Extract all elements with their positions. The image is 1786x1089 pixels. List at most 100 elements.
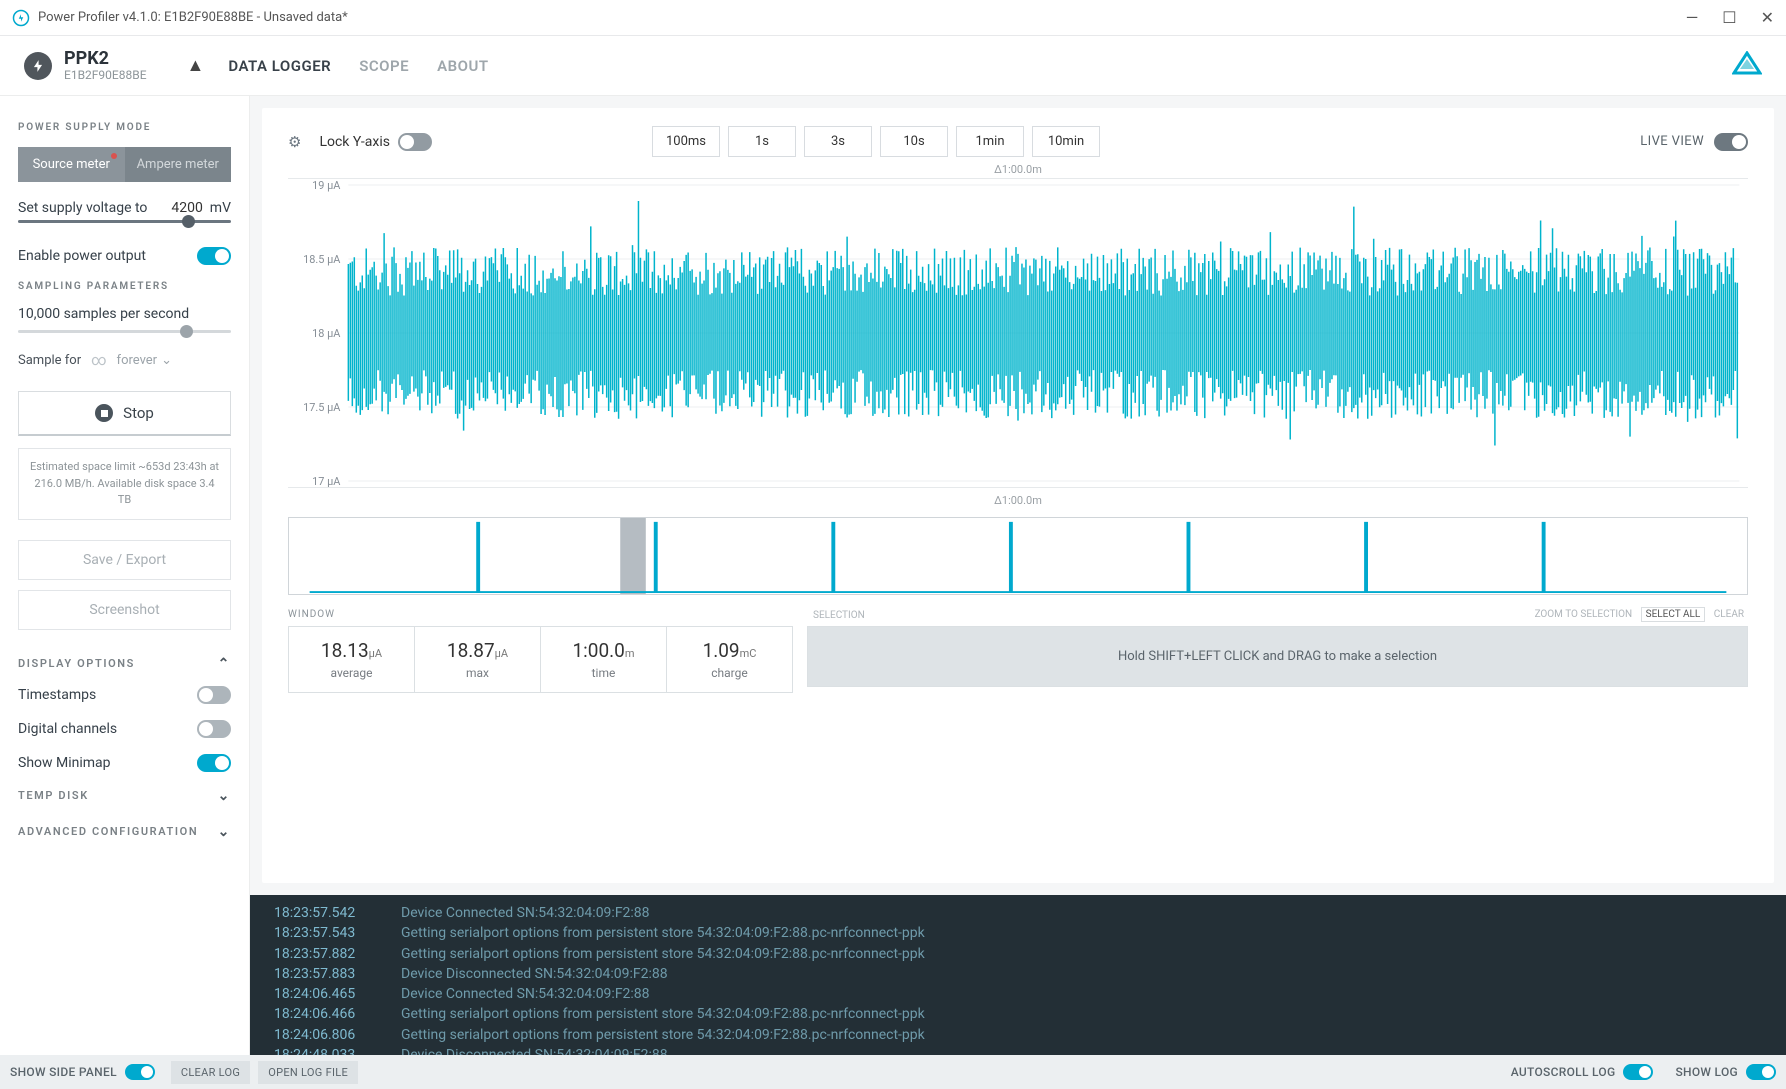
digital-toggle[interactable] (197, 720, 231, 738)
minimap-chart[interactable] (288, 517, 1748, 595)
stop-icon (95, 404, 113, 422)
advanced-config-header[interactable]: ADVANCED CONFIGURATION⌄ (18, 824, 231, 840)
svg-text:19 µA: 19 µA (312, 179, 340, 192)
clear-selection-button[interactable]: CLEAR (1710, 608, 1748, 621)
log-line: 18:24:06.806Getting serialport options f… (274, 1025, 1762, 1045)
svg-text:17 µA: 17 µA (312, 475, 340, 488)
time-button-10min[interactable]: 10min (1032, 126, 1100, 157)
minimize-icon[interactable]: — (1686, 8, 1699, 27)
tab-about[interactable]: ABOUT (437, 57, 488, 75)
log-line: 18:23:57.543Getting serialport options f… (274, 923, 1762, 943)
ampere-meter-button[interactable]: Ampere meter (125, 147, 232, 182)
minimap-toggle[interactable] (197, 754, 231, 772)
selection-title: SELECTION (809, 609, 869, 622)
time-button-100ms[interactable]: 100ms (652, 126, 720, 157)
log-panel: 18:23:57.542Device Connected SN:54:32:04… (250, 895, 1786, 1055)
temp-disk-header[interactable]: TEMP DISK⌄ (18, 788, 231, 804)
chevron-down-icon: ⌄ (218, 788, 231, 804)
log-line: 18:23:57.542Device Connected SN:54:32:04… (274, 903, 1762, 923)
log-line: 18:24:48.033Device Disconnected SN:54:32… (274, 1045, 1762, 1055)
stat-average: 18.13µAaverage (289, 627, 415, 692)
svg-text:18 µA: 18 µA (312, 327, 340, 340)
time-button-1s[interactable]: 1s (728, 126, 796, 157)
autoscroll-label: AUTOSCROLL LOG (1511, 1065, 1616, 1079)
sampling-title: SAMPLING PARAMETERS (18, 281, 231, 292)
digital-label: Digital channels (18, 721, 117, 737)
device-id: E1B2F90E88BE (64, 68, 147, 82)
voltage-unit: mV (210, 200, 231, 216)
device-info: PPK2 E1B2F90E88BE (64, 49, 147, 83)
gear-icon[interactable]: ⚙ (288, 133, 301, 151)
svg-text:18.5 µA: 18.5 µA (303, 253, 340, 266)
close-icon[interactable]: ✕ (1761, 8, 1774, 27)
log-line: 18:24:06.465Device Connected SN:54:32:04… (274, 984, 1762, 1004)
autoscroll-toggle[interactable] (1623, 1064, 1653, 1080)
tabs: DATA LOGGER SCOPE ABOUT (228, 57, 488, 75)
chevron-down-icon: ⌄ (161, 353, 172, 368)
enable-power-label: Enable power output (18, 248, 146, 264)
voltage-value: 4200 (171, 200, 202, 216)
lock-y-label: Lock Y-axis (319, 134, 390, 150)
lock-y-toggle[interactable] (398, 133, 432, 151)
time-button-1min[interactable]: 1min (956, 126, 1024, 157)
sample-for-dropdown[interactable]: forever ⌄ (117, 353, 172, 368)
log-line: 18:23:57.882Getting serialport options f… (274, 944, 1762, 964)
timestamps-toggle[interactable] (197, 686, 231, 704)
log-line: 18:24:06.466Getting serialport options f… (274, 1004, 1762, 1024)
main-chart[interactable]: 19 µA 18.5 µA 18 µA 17.5 µA 17 µA (288, 178, 1748, 488)
show-log-label: SHOW LOG (1675, 1065, 1738, 1079)
window-title: Power Profiler v4.1.0: E1B2F90E88BE - Un… (38, 10, 1686, 25)
stop-label: Stop (123, 404, 154, 422)
source-meter-button[interactable]: Source meter (18, 147, 125, 182)
titlebar: Power Profiler v4.1.0: E1B2F90E88BE - Un… (0, 0, 1786, 36)
stop-button[interactable]: Stop (18, 391, 231, 436)
log-line: 18:23:57.883Device Disconnected SN:54:32… (274, 964, 1762, 984)
display-options-header[interactable]: DISPLAY OPTIONS⌃ (18, 656, 231, 672)
tab-data-logger[interactable]: DATA LOGGER (228, 57, 331, 75)
zoom-selection-button[interactable]: ZOOM TO SELECTION (1531, 608, 1637, 621)
device-name: PPK2 (64, 49, 147, 69)
sidebar: POWER SUPPLY MODE Source meter Ampere me… (0, 96, 250, 1055)
screenshot-button[interactable]: Screenshot (18, 590, 231, 630)
power-mode-title: POWER SUPPLY MODE (18, 122, 231, 133)
minimap-delta: Δ1:00.0m (288, 494, 1748, 507)
selection-hint: Hold SHIFT+LEFT CLICK and DRAG to make a… (807, 626, 1748, 687)
stat-max: 18.87µAmax (415, 627, 541, 692)
side-panel-toggle[interactable] (125, 1064, 155, 1080)
timestamps-label: Timestamps (18, 687, 96, 703)
eject-icon[interactable]: ▲ (187, 55, 205, 76)
window-title: WINDOW (288, 609, 793, 620)
infinity-icon: ∞ (91, 351, 106, 369)
minimap-label: Show Minimap (18, 755, 111, 771)
chart-delta: Δ1:00.0m (288, 163, 1748, 176)
tab-scope[interactable]: SCOPE (359, 57, 409, 75)
stat-time: 1:00.0mtime (541, 627, 667, 692)
bottombar: SHOW SIDE PANEL CLEAR LOG OPEN LOG FILE … (0, 1055, 1786, 1089)
select-all-button[interactable]: SELECT ALL (1641, 607, 1706, 622)
nordic-logo-icon (1732, 51, 1762, 81)
chart-panel: ⚙ Lock Y-axis 100ms 1s 3s 10s 1min 10min LIVE… (262, 108, 1774, 883)
time-button-3s[interactable]: 3s (804, 126, 872, 157)
live-view-toggle[interactable] (1714, 133, 1748, 151)
enable-power-toggle[interactable] (197, 247, 231, 265)
live-view-label: LIVE VIEW (1640, 134, 1704, 149)
header: PPK2 E1B2F90E88BE ▲ DATA LOGGER SCOPE AB… (0, 36, 1786, 96)
time-button-10s[interactable]: 10s (880, 126, 948, 157)
voltage-label: Set supply voltage to (18, 200, 147, 216)
side-panel-label: SHOW SIDE PANEL (10, 1065, 117, 1079)
app-icon (12, 9, 30, 27)
chevron-down-icon: ⌄ (218, 824, 231, 840)
svg-text:17.5 µA: 17.5 µA (303, 401, 340, 414)
samples-slider[interactable] (18, 330, 231, 333)
maximize-icon[interactable]: ☐ (1722, 8, 1736, 27)
clear-log-button[interactable]: CLEAR LOG (171, 1061, 250, 1084)
show-log-toggle[interactable] (1746, 1064, 1776, 1080)
voltage-slider[interactable] (18, 220, 231, 223)
samples-label: 10,000 samples per second (18, 306, 231, 322)
space-info: Estimated space limit ~653d 23:43h at 21… (18, 448, 231, 520)
open-log-button[interactable]: OPEN LOG FILE (258, 1061, 358, 1084)
save-export-button[interactable]: Save / Export (18, 540, 231, 580)
chevron-up-icon: ⌃ (218, 656, 231, 672)
selection-actions: SELECTION ZOOM TO SELECTION SELECT ALL C… (807, 609, 1748, 620)
device-bolt-icon (24, 52, 52, 80)
